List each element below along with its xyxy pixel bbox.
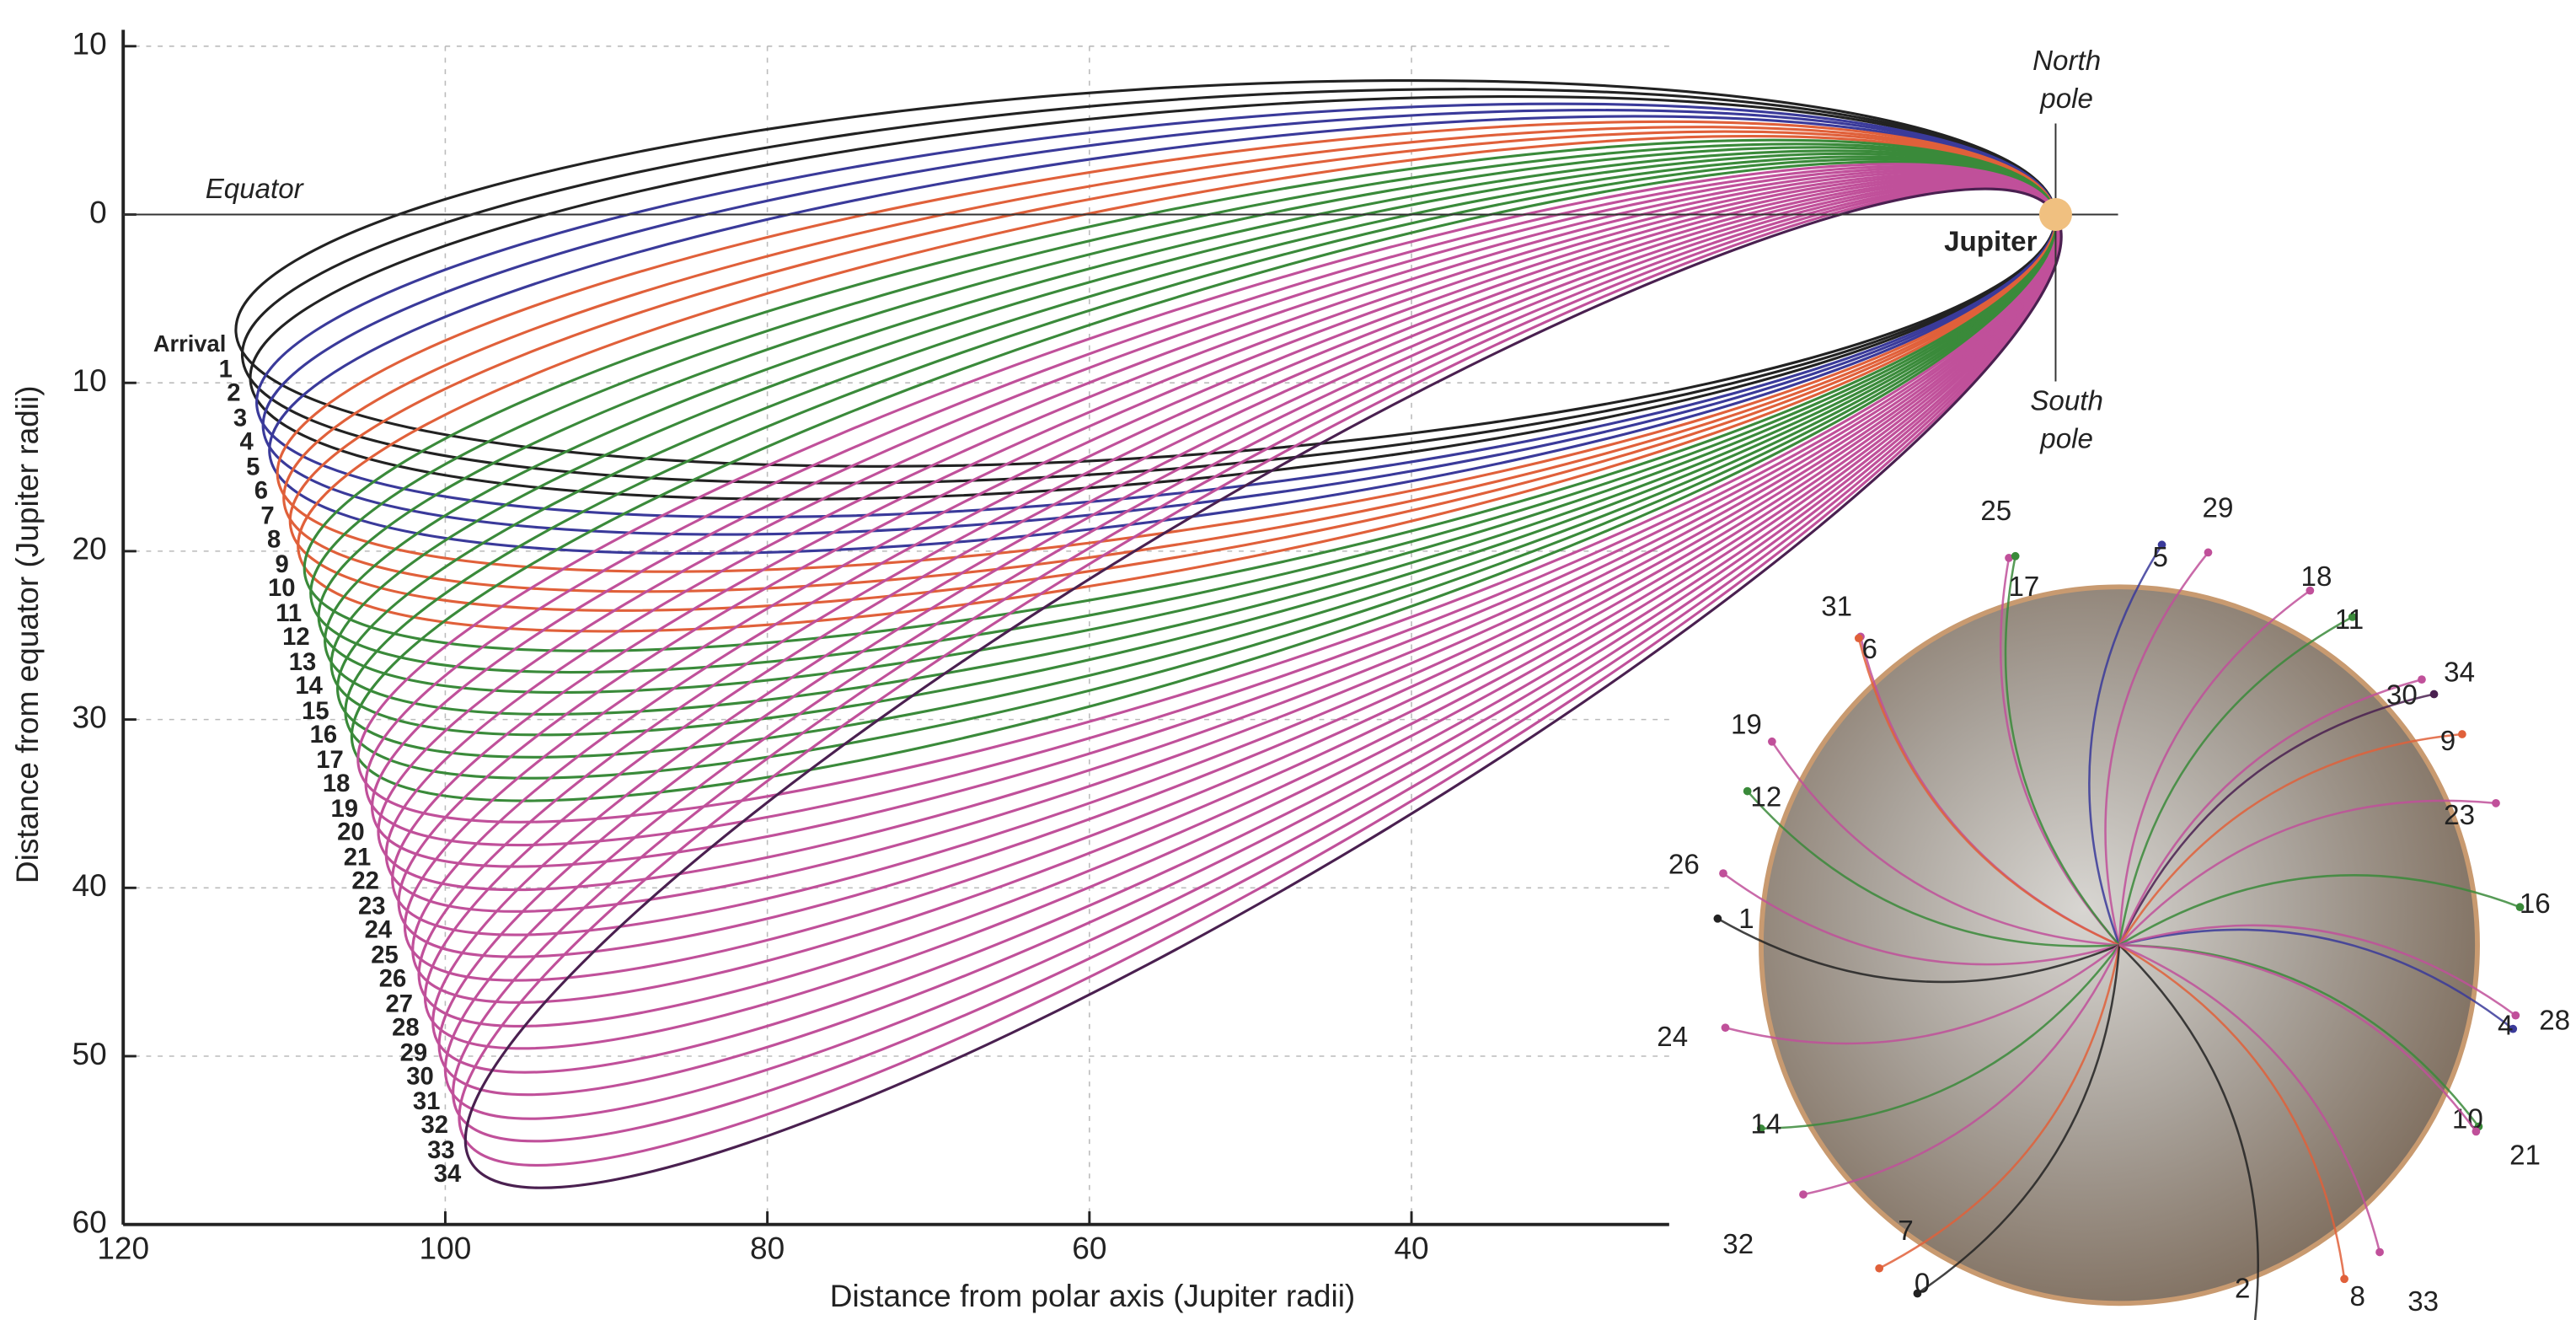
y-tick-label: 30 (72, 699, 107, 734)
polar-node (1714, 915, 1722, 923)
polar-node (1719, 869, 1727, 877)
north-label: North (2032, 46, 2101, 77)
polar-label: 4 (2498, 1010, 2513, 1041)
polar-label: 12 (1750, 781, 1781, 813)
polar-node (2011, 552, 2020, 561)
x-tick-label: 40 (1394, 1231, 1428, 1266)
south-label: South (2030, 386, 2103, 417)
orbit-label: 2 (227, 380, 240, 407)
polar-node (1799, 1190, 1807, 1199)
polar-label: 31 (1821, 591, 1852, 622)
polar-label: 29 (2203, 492, 2234, 523)
equator-label: Equator (206, 174, 305, 205)
polar-label: 14 (1750, 1108, 1781, 1140)
y-tick-label: 20 (72, 531, 107, 566)
polar-label: 21 (2509, 1140, 2541, 1172)
polar-label: 33 (2407, 1286, 2439, 1317)
polar-label: 16 (2520, 888, 2551, 920)
orbit-label: 6 (254, 477, 268, 504)
polar-label: 30 (2386, 680, 2418, 711)
orbit-label: 8 (267, 526, 281, 553)
polar-label: 34 (2444, 657, 2475, 688)
y-axis-title: Distance from equator (Jupiter radii) (9, 385, 45, 883)
chart: Distance from equator (Jupiter radii) Di… (0, 0, 2576, 1320)
polar-node (1722, 1023, 1730, 1032)
polar-node (1768, 738, 1776, 746)
orbit-label: 22 (351, 868, 379, 895)
polar-label: 5 (2153, 542, 2168, 573)
y-tick-label: 40 (72, 867, 107, 903)
polar-label: 8 (2349, 1281, 2364, 1312)
polar-label: 2 (2235, 1273, 2250, 1304)
polar-label: 17 (2008, 571, 2039, 603)
orbit-label: 24 (365, 917, 393, 944)
polar-label: 0 (1915, 1269, 1930, 1300)
polar-label: 6 (1861, 634, 1877, 665)
polar-node (2418, 675, 2426, 684)
orbit-label: 18 (323, 770, 351, 797)
orbit (264, 34, 2090, 733)
polar-node (2492, 799, 2500, 808)
orbit-label: 4 (240, 428, 254, 455)
y-tick-label: 10 (72, 362, 107, 398)
orbit (238, 31, 2075, 589)
orbit (268, 35, 2093, 757)
x-tick-label: 120 (97, 1231, 149, 1266)
polar-label: 28 (2539, 1006, 2570, 1037)
orbit-label: 20 (337, 819, 365, 846)
polar-label: 7 (1898, 1215, 1913, 1247)
x-axis-title: Distance from polar axis (Jupiter radii) (830, 1278, 1356, 1313)
polar-label: 18 (2301, 561, 2332, 593)
polar-node (2204, 549, 2213, 557)
polar-label: 1 (1738, 904, 1754, 935)
polar-node (1875, 1264, 1883, 1273)
orbit-label: Arrival (153, 330, 226, 357)
orbit-label: 10 (268, 575, 296, 602)
y-tick-label: 0 (89, 194, 107, 229)
x-tick-label: 100 (420, 1231, 472, 1266)
planet-label: Jupiter (1944, 227, 2038, 258)
orbit (228, 31, 2070, 541)
orbit-label: 12 (282, 624, 310, 651)
polar-label: 32 (1722, 1229, 1754, 1260)
polar-label: 11 (2335, 604, 2364, 636)
polar-node (2472, 1128, 2481, 1136)
polar-node (2340, 1274, 2348, 1283)
y-tick-label: 10 (72, 26, 107, 62)
x-tick-label: 80 (750, 1231, 785, 1266)
orbit-label: 14 (295, 673, 323, 700)
orbit-label: 34 (434, 1161, 462, 1188)
polar-label: 24 (1657, 1022, 1688, 1053)
orbit (233, 31, 2072, 565)
orbit-label: 28 (392, 1014, 420, 1041)
orbit-label: 16 (310, 722, 338, 749)
planet (2039, 198, 2072, 231)
north-label: pole (2039, 83, 2093, 115)
orbit-label: 30 (406, 1063, 434, 1090)
polar-label: 19 (1731, 710, 1762, 741)
y-tick-label: 50 (72, 1036, 107, 1071)
south-label: pole (2039, 423, 2093, 454)
x-tick-label: 60 (1072, 1231, 1106, 1266)
polar-label: 9 (2440, 726, 2456, 757)
polar-node (2375, 1248, 2384, 1257)
polar-label: 26 (1668, 849, 1700, 880)
orbit-label: 26 (379, 965, 407, 992)
polar-node (2430, 690, 2439, 699)
orbit-label: 32 (420, 1112, 448, 1139)
polar-node (2511, 1011, 2520, 1020)
polar-label: 25 (1980, 496, 2011, 527)
polar-node (2458, 730, 2466, 738)
polar-label: 23 (2444, 800, 2475, 831)
orbit (241, 32, 2077, 613)
